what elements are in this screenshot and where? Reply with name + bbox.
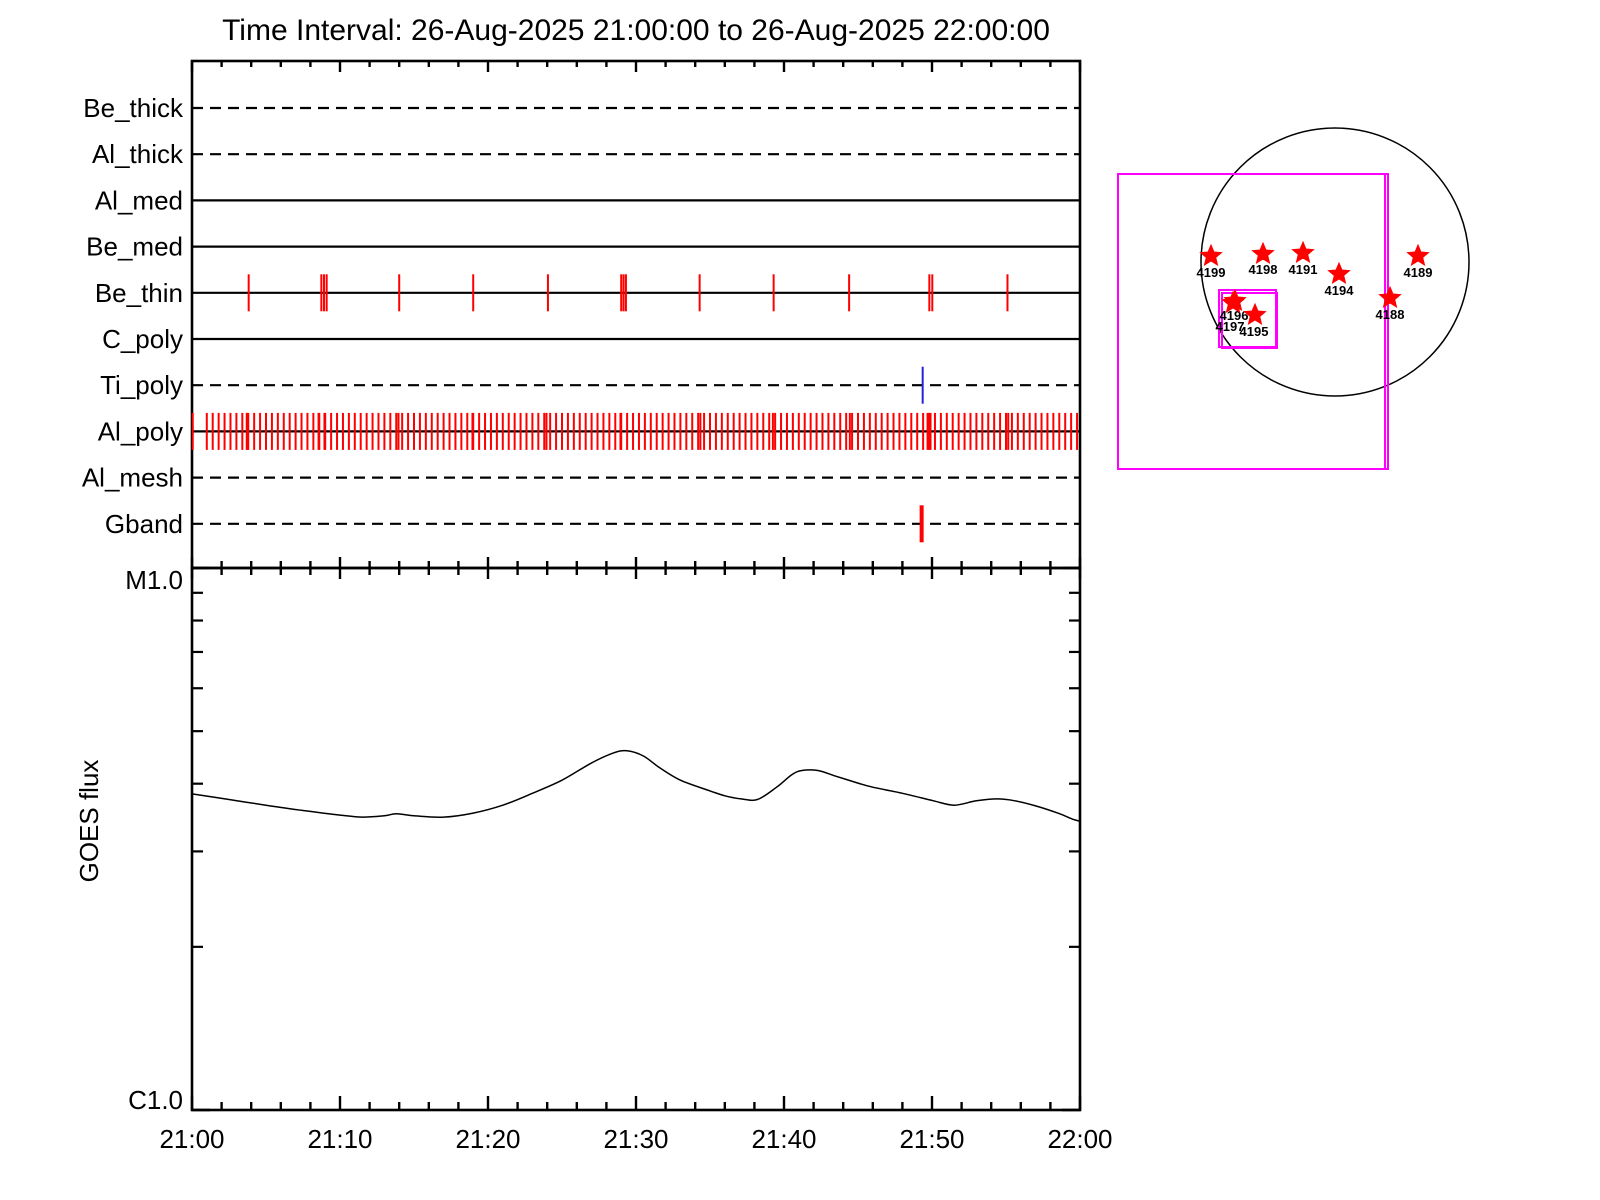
- active-region-label-4197: 4197: [1216, 319, 1245, 334]
- goes-max-label: M1.0: [125, 565, 183, 595]
- active-region-star-4199: [1199, 243, 1223, 266]
- fov-box-large: [1117, 173, 1389, 470]
- goes-ylabel: GOES flux: [74, 760, 104, 883]
- active-region-star-4189: [1406, 243, 1430, 266]
- active-region-label-4194: 4194: [1325, 283, 1355, 298]
- active-region-label-4198: 4198: [1249, 262, 1278, 277]
- active-region-label-4189: 4189: [1404, 265, 1433, 280]
- active-region-star-4191: [1291, 240, 1315, 263]
- solar-limb-circle: [1200, 127, 1470, 397]
- x-axis-label-2100: 21:00: [159, 1124, 224, 1154]
- active-region-label-4195: 4195: [1240, 324, 1269, 339]
- active-region-star-4194: [1327, 261, 1351, 284]
- goes-flux-curve: [191, 749, 1081, 822]
- filter-row-label-al_med: Al_med: [95, 185, 183, 215]
- x-axis-label-2110: 21:10: [307, 1124, 372, 1154]
- goes-panel-frame: [190, 566, 1082, 1112]
- filter-row-label-gband: Gband: [105, 509, 183, 539]
- active-region-label-4191: 4191: [1289, 262, 1318, 277]
- plot-title: Time Interval: 26-Aug-2025 21:00:00 to 2…: [222, 14, 1050, 47]
- filter-row-label-ti_poly: Ti_poly: [100, 370, 183, 400]
- x-axis-label-2130: 21:30: [603, 1124, 668, 1154]
- fov-box-small-inner: [1221, 292, 1278, 349]
- active-region-star-4188: [1378, 285, 1402, 308]
- active-region-label-4188: 4188: [1376, 307, 1405, 322]
- active-region-star-4197: [1221, 290, 1245, 313]
- filter-row-label-be_thin: Be_thin: [95, 278, 183, 308]
- active-region-label-4199: 4199: [1197, 265, 1226, 280]
- active-region-star-4198: [1251, 241, 1275, 264]
- filter-row-label-al_mesh: Al_mesh: [82, 463, 183, 493]
- filter-row-label-be_thick: Be_thick: [83, 93, 184, 123]
- x-axis-label-2120: 21:20: [455, 1124, 520, 1154]
- filter-row-label-al_thick: Al_thick: [92, 139, 184, 169]
- timeline-panel-frame: [190, 59, 1082, 570]
- x-axis-label-2150: 21:50: [899, 1124, 964, 1154]
- filter-row-label-al_poly: Al_poly: [98, 416, 183, 446]
- x-axis-label-2200: 22:00: [1047, 1124, 1112, 1154]
- filter-row-label-be_med: Be_med: [86, 232, 183, 262]
- x-axis-label-2140: 21:40: [751, 1124, 816, 1154]
- active-region-star-4195: [1243, 302, 1267, 325]
- goes-min-label: C1.0: [128, 1085, 183, 1115]
- filter-row-label-c_poly: C_poly: [102, 324, 183, 354]
